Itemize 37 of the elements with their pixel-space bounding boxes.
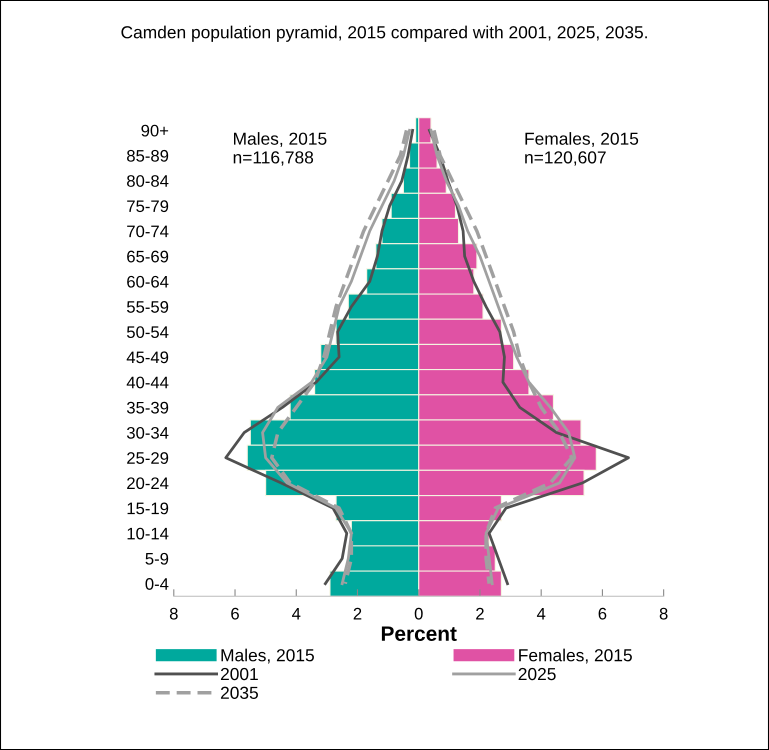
y-tick-label: 70-74 [127,225,168,238]
y-tick-label: 85-89 [127,150,168,162]
y-tick-label: 60-64 [127,276,168,288]
chart-title: Camden population pyramid, 2015 compared with 2001, 2025, 2035. [121,26,647,42]
legend-label: Males, 2015 [222,648,314,664]
y-tick-label: 25-29 [127,452,168,464]
y-tick-label: 5-9 [146,552,168,565]
legend-label: 2025 [518,668,556,680]
x-tick-label: 8 [660,608,668,620]
y-tick-label: 45-49 [126,351,168,364]
x-tick-label: 4 [536,608,546,620]
y-tick-label: 35-39 [126,402,168,414]
y-tick-label: 30-34 [126,426,168,439]
annotation: Males, 2015 n=116,788 [234,132,326,166]
y-tick-label: 15-19 [128,502,168,514]
y-tick-label: 40-44 [126,376,168,388]
y-tick-label: 75-79 [127,200,168,212]
y-tick-label: 20-24 [127,477,168,490]
legend-label: 2035 [220,686,258,699]
x-tick-label: 2 [476,608,484,620]
y-tick-label: 65-69 [127,250,168,262]
x-tick-label: 6 [231,608,239,620]
y-tick-label: 90+ [141,124,168,137]
x-tick-label: 8 [170,608,178,620]
y-tick-label: 10-14 [128,528,168,540]
x-tick-label: 4 [292,608,300,620]
y-tick-label: 55-59 [126,301,168,313]
x-tick-label: 2 [354,608,362,620]
annotation: Females, 2015 n=120,607 [525,132,638,166]
x-axis-title: Percent [382,626,457,641]
x-tick-label: 0 [414,608,423,620]
legend-label: 2001 [220,668,258,680]
y-tick-label: 80-84 [127,175,168,187]
y-tick-label: 50-54 [126,326,168,338]
y-tick-label: 0-4 [146,578,168,590]
x-tick-label: 6 [598,608,606,620]
legend-label: Females, 2015 [519,648,632,664]
